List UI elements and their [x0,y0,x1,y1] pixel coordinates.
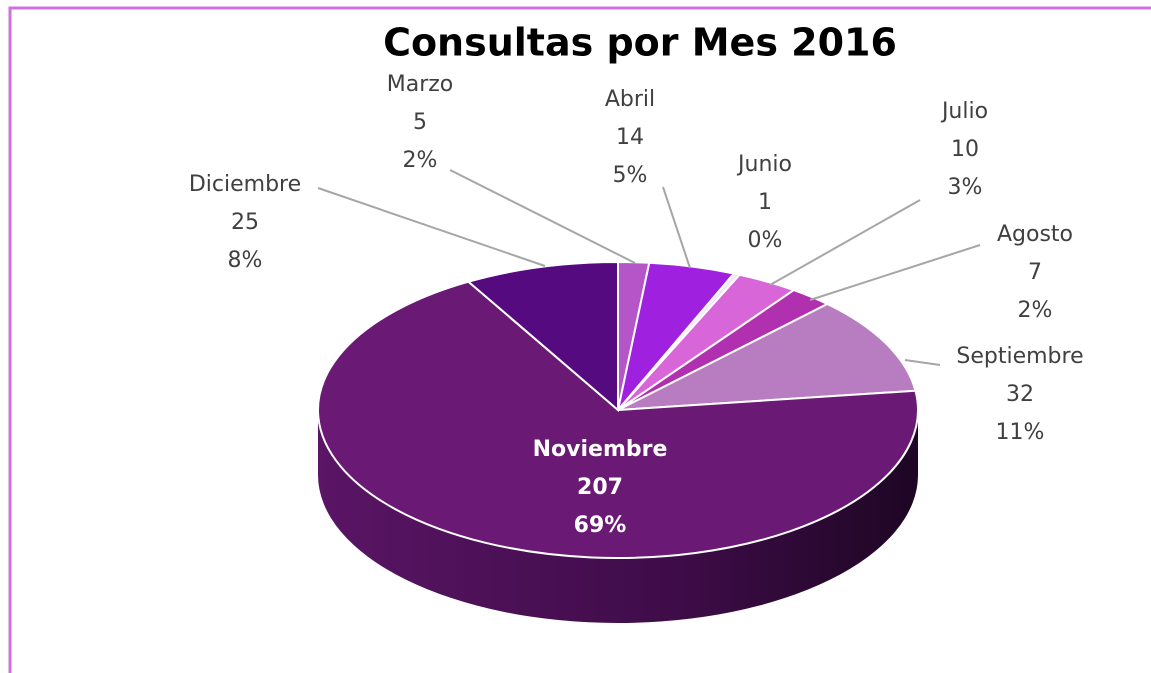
data-label: 5 [413,110,427,135]
data-label: 207 [577,475,623,500]
data-label: Noviembre [533,437,668,462]
pie-slice [466,260,619,413]
leader-line [809,244,981,301]
pie-slice [617,302,917,411]
data-label: Diciembre [189,172,301,197]
data-label: 10 [951,137,979,162]
data-label: Marzo [387,72,454,97]
data-label: 2% [1018,298,1053,323]
leader-line [449,169,636,264]
data-label: 8% [228,248,263,273]
data-label: 32 [1006,382,1034,407]
data-label: Agosto [997,222,1073,247]
leader-line [769,199,921,286]
leader-line [317,187,546,267]
data-label: 5% [613,163,648,188]
leader-line [904,359,941,366]
data-label: 1 [758,190,772,215]
frame [8,6,1151,673]
data-label: 11% [996,420,1045,445]
data-label: 14 [616,125,644,150]
chart-title: Consultas por Mes 2016 [383,21,897,65]
data-label: 25 [231,210,259,235]
data-label: Julio [940,99,988,124]
data-label: 0% [748,228,783,253]
pie-side [318,410,918,623]
data-label: 69% [574,513,627,538]
data-label: Septiembre [956,344,1083,369]
slices [317,260,919,559]
pie-slice [317,280,919,559]
data-label: 2% [403,148,438,173]
labels: Marzo 5 2% Abril 14 5% Junio 1 0% Julio 10 3% Agosto… [189,72,1084,538]
data-label: 3% [948,175,983,200]
data-label: Abril [605,87,655,112]
data-label: 7 [1028,260,1042,285]
leader-line [662,186,691,269]
data-label: Junio [736,152,792,177]
